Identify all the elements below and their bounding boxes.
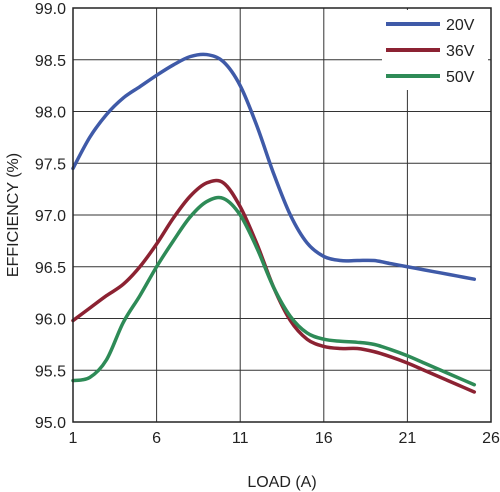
legend-label-20v: 20V (446, 17, 475, 34)
y-tick-label: 96.5 (35, 260, 66, 277)
x-tick-label: 1 (69, 430, 78, 447)
x-tick-label: 6 (152, 430, 161, 447)
x-tick-label: 21 (399, 430, 417, 447)
x-tick-label: 26 (482, 430, 500, 447)
legend-label-36v: 36V (446, 43, 475, 60)
series-line-50v (71, 195, 477, 387)
legend-label-50v: 50V (446, 69, 475, 86)
legend: 20V 36V 50V (382, 10, 488, 90)
y-tick-label: 96.0 (35, 312, 66, 329)
x-axis-title: LOAD (A) (247, 474, 316, 491)
x-tick-label: 16 (315, 430, 333, 447)
y-tick-label: 99.0 (35, 1, 66, 18)
y-tick-label: 98.0 (35, 105, 66, 122)
y-tick-label: 95.5 (35, 363, 66, 380)
plot-frame (72, 7, 492, 423)
y-tick-label: 97.5 (35, 156, 66, 173)
y-axis-title: EFFICIENCY (%) (5, 153, 22, 277)
x-tick-label: 11 (232, 430, 249, 447)
y-tick-label: 98.5 (35, 53, 66, 70)
y-tick-label: 97.0 (35, 208, 66, 225)
series-lines (71, 52, 477, 394)
series-line-20v (71, 52, 477, 281)
y-tick-label: 95.0 (35, 415, 66, 432)
ticks: 1 6 11 16 21 2695.095.596.096.597.097.598.098… (35, 1, 500, 447)
